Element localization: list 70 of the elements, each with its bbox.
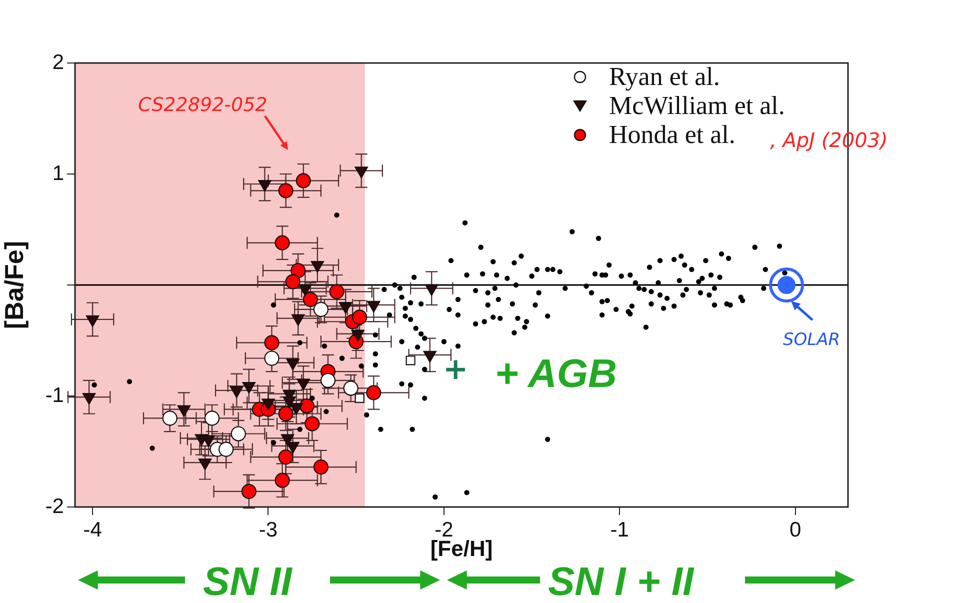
point: [423, 350, 436, 362]
point: [338, 302, 352, 314]
point: [162, 410, 178, 426]
y-tick-label: -1: [45, 384, 64, 407]
text: SN I + II: [548, 560, 694, 603]
point: [366, 385, 382, 400]
point: [351, 330, 364, 342]
point: [202, 435, 216, 447]
point: [242, 382, 256, 394]
point: [86, 315, 100, 327]
point: [285, 274, 300, 290]
legend-label: McWilliam et al.: [609, 90, 785, 120]
point: [310, 260, 324, 273]
annotation: SOLAR: [783, 330, 840, 350]
point: [299, 398, 314, 414]
point: [367, 300, 380, 313]
x-tick-label: -3: [258, 518, 278, 542]
point: [406, 356, 416, 366]
point: [204, 410, 220, 426]
y-axis-title: [Ba/Fe]: [0, 240, 29, 330]
x-tick-label: -1: [610, 518, 629, 542]
x-tick-label: 0: [789, 518, 802, 542]
point: [262, 398, 275, 410]
point: [278, 450, 294, 465]
point: [352, 310, 368, 325]
annotation: +: [443, 352, 468, 387]
point: [296, 173, 311, 188]
point: [241, 484, 256, 500]
point: [218, 442, 234, 457]
point: [274, 235, 290, 250]
point: [280, 434, 294, 446]
annotation: CS22892-052: [138, 94, 268, 116]
y-tick-label: -2: [45, 494, 64, 518]
point: [286, 358, 300, 370]
point: [82, 393, 96, 405]
point: [354, 393, 364, 404]
legend-label: Honda et al.: [609, 120, 736, 150]
annotation: + AGB: [495, 352, 617, 397]
y-tick-label: 1: [52, 162, 64, 185]
x-tick-label: -4: [83, 518, 102, 542]
point: [198, 458, 212, 470]
point: [298, 284, 312, 296]
point: [343, 380, 358, 396]
point: [425, 284, 438, 296]
point: [290, 263, 306, 278]
point: [320, 372, 336, 388]
text: SN II: [203, 560, 292, 603]
point: [278, 406, 294, 422]
point: [230, 386, 244, 398]
point: [292, 314, 305, 326]
point: [329, 284, 344, 300]
legend-label: Ryan et al.: [609, 62, 720, 92]
point: [177, 405, 191, 417]
point: [264, 350, 280, 366]
point: [313, 459, 329, 475]
point: [282, 396, 296, 408]
point: [258, 180, 272, 192]
point: [313, 302, 329, 317]
point: [302, 292, 318, 307]
point: [354, 166, 368, 178]
point: [296, 378, 310, 390]
point: [286, 442, 300, 454]
point: [304, 416, 320, 432]
point: [278, 183, 294, 198]
point: [230, 426, 246, 442]
point: [264, 335, 280, 350]
point: [274, 472, 290, 488]
point: [290, 403, 303, 415]
y-tick-label: 2: [52, 50, 64, 74]
point: [769, 268, 804, 302]
